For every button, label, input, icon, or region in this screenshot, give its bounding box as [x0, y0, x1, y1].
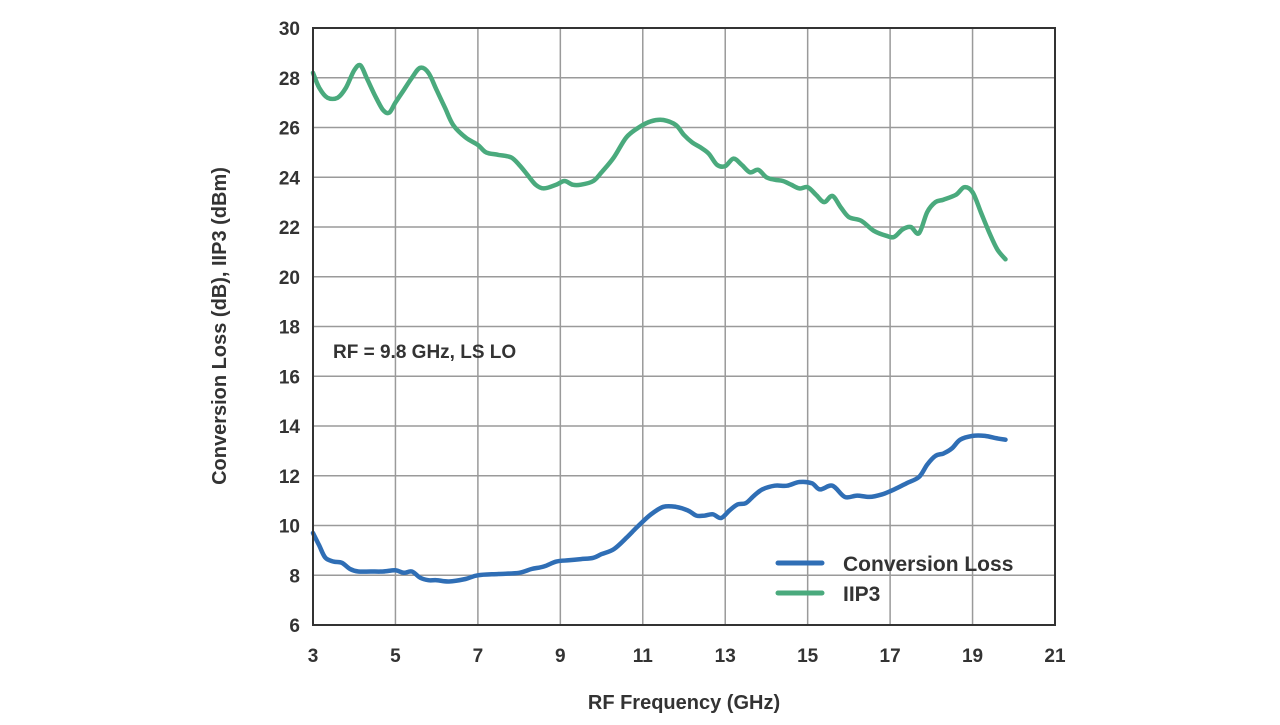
x-tick-label: 3 [308, 646, 319, 667]
series-line-conversion-loss [310, 433, 1008, 584]
series-lines [310, 62, 1008, 584]
y-tick-label: 18 [279, 318, 300, 339]
y-tick-label: 14 [279, 417, 301, 438]
y-tick-label: 28 [279, 69, 300, 90]
y-tick-label: 26 [279, 119, 300, 140]
x-tick-label: 17 [880, 646, 901, 667]
y-tick-label: 30 [279, 19, 300, 40]
grid [312, 27, 1056, 626]
annotation: RF = 9.8 GHz, LS LO [333, 342, 516, 363]
y-tick-label: 16 [279, 367, 300, 388]
y-tick-label: 24 [279, 168, 301, 189]
legend: Conversion Loss IIP3 [775, 553, 1013, 606]
y-tick-label: 10 [279, 517, 300, 538]
x-tick-label: 13 [715, 646, 736, 667]
y-axis-label: Conversion Loss (dB), IIP3 (dBm) [209, 167, 231, 485]
y-tick-label: 20 [279, 268, 300, 289]
series-line-iip3 [310, 62, 1008, 262]
plot-frame [312, 27, 1056, 626]
x-tick-label: 21 [1044, 646, 1066, 667]
x-tick-label: 19 [962, 646, 983, 667]
y-tick-label: 12 [279, 467, 300, 488]
y-tick-label: 6 [289, 616, 300, 637]
tick-labels: 3 5 7 9 11 13 15 17 19 21 6 8 10 12 14 16 18 20 22 24 26 28 30 [279, 19, 1066, 667]
x-tick-label: 15 [797, 646, 819, 667]
y-tick-label: 8 [289, 566, 300, 587]
y-tick-label: 22 [279, 218, 300, 239]
x-tick-label: 7 [473, 646, 484, 667]
legend-label-iip3: IIP3 [843, 583, 880, 606]
x-tick-label: 9 [555, 646, 566, 667]
x-axis-label: RF Frequency (GHz) [588, 692, 780, 714]
x-tick-label: 5 [390, 646, 401, 667]
x-tick-label: 11 [633, 646, 654, 667]
legend-label-conversion-loss: Conversion Loss [843, 553, 1013, 576]
